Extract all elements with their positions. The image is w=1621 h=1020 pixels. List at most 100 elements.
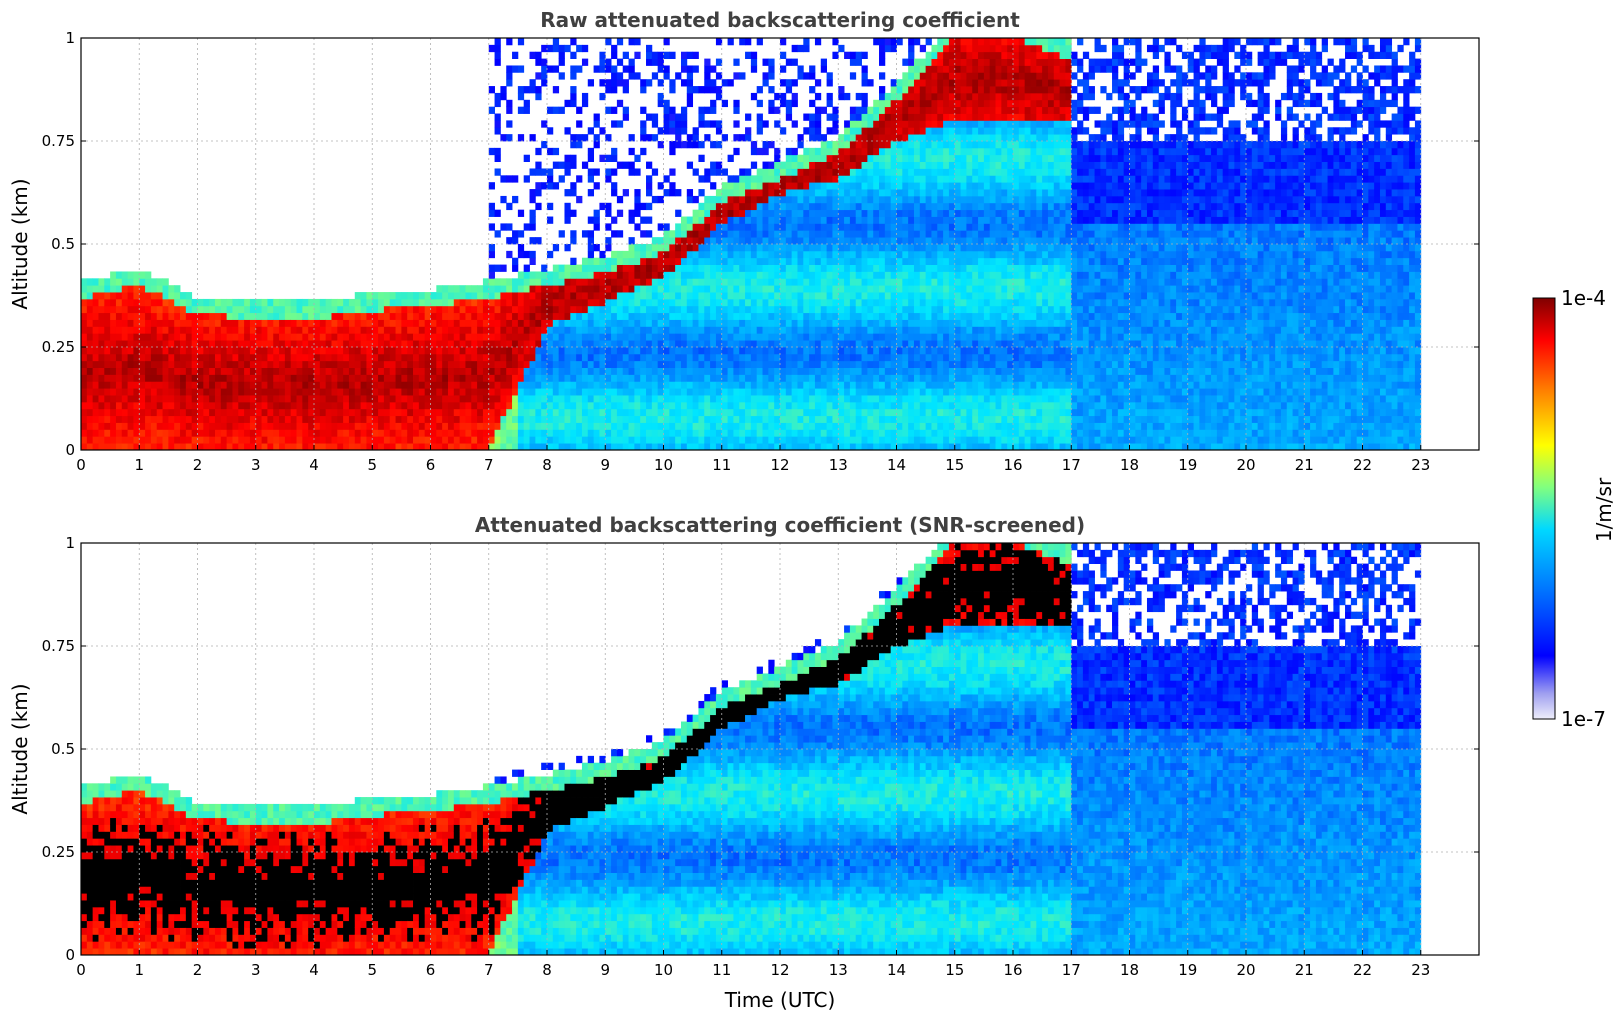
heatmap-cell xyxy=(453,395,461,403)
heatmap-cell xyxy=(727,381,734,389)
heatmap-cell xyxy=(867,182,874,190)
heatmap-cell xyxy=(593,298,600,307)
heatmap-cell xyxy=(232,374,239,382)
heatmap-cell xyxy=(581,333,589,341)
heatmap-cell xyxy=(185,436,193,444)
heatmap-cell xyxy=(535,388,542,396)
heatmap-cell xyxy=(314,422,321,430)
heatmap-cell xyxy=(372,367,379,375)
heatmap-cell xyxy=(517,38,525,46)
heatmap-cell xyxy=(366,395,373,403)
heatmap-cell xyxy=(453,353,461,362)
heatmap-cell xyxy=(657,127,664,135)
heatmap-cell xyxy=(564,168,571,176)
heatmap-cell xyxy=(453,429,461,437)
heatmap-cell xyxy=(884,443,892,450)
heatmap-cell xyxy=(756,422,763,430)
heatmap-cell xyxy=(791,120,798,128)
heatmap-cell xyxy=(698,106,705,114)
heatmap-cell xyxy=(517,106,525,114)
heatmap-cell xyxy=(646,367,653,375)
heatmap-cell xyxy=(727,38,734,46)
heatmap-cell xyxy=(640,319,647,327)
heatmap-cell xyxy=(861,340,868,348)
heatmap-cell xyxy=(867,237,874,245)
heatmap-cell xyxy=(156,388,163,396)
heatmap-cell xyxy=(651,395,659,403)
heatmap-cell xyxy=(756,189,763,197)
heatmap-cell xyxy=(587,250,595,259)
heatmap-cell xyxy=(360,415,367,423)
heatmap-cell xyxy=(529,436,536,444)
heatmap-cell xyxy=(791,415,798,423)
heatmap-cell xyxy=(628,312,635,320)
heatmap-cell xyxy=(832,175,839,183)
heatmap-cell xyxy=(401,353,408,362)
heatmap-cell xyxy=(535,353,542,362)
heatmap-cell xyxy=(913,312,921,320)
heatmap-cell xyxy=(715,72,723,80)
heatmap-cell xyxy=(704,106,711,114)
heatmap-cell xyxy=(768,202,775,211)
heatmap-cell xyxy=(704,415,711,423)
heatmap-cell xyxy=(855,237,862,245)
heatmap-cell xyxy=(133,374,140,382)
heatmap-cell xyxy=(879,182,886,190)
heatmap-cell xyxy=(477,429,484,437)
heatmap-cell xyxy=(832,113,839,121)
heatmap-cell xyxy=(98,353,105,362)
heatmap-cell xyxy=(908,38,915,46)
heatmap-cell xyxy=(145,285,152,293)
heatmap-cell xyxy=(809,408,816,417)
heatmap-cell xyxy=(360,298,367,307)
heatmap-cell xyxy=(214,422,222,430)
heatmap-cell xyxy=(616,72,624,80)
heatmap-cell xyxy=(162,422,169,430)
heatmap-cell xyxy=(442,312,449,320)
heatmap-cell xyxy=(133,388,140,396)
heatmap-cell xyxy=(314,429,321,437)
heatmap-cell xyxy=(913,250,921,259)
heatmap-cell xyxy=(855,360,862,368)
heatmap-cell xyxy=(849,443,857,450)
heatmap-cell xyxy=(512,353,519,362)
heatmap-cell xyxy=(908,202,915,211)
heatmap-cell xyxy=(471,319,478,327)
heatmap-cell xyxy=(680,347,688,355)
heatmap-cell xyxy=(867,264,874,272)
heatmap-cell xyxy=(791,408,798,417)
heatmap-cell xyxy=(913,257,921,265)
heatmap-cell xyxy=(523,353,530,362)
heatmap-cell xyxy=(482,429,490,437)
heatmap-cell xyxy=(873,106,880,114)
heatmap-cell xyxy=(290,347,297,355)
heatmap-cell xyxy=(768,244,775,252)
heatmap-cell xyxy=(838,257,845,265)
heatmap-cell xyxy=(447,353,455,362)
heatmap-cell xyxy=(861,388,868,396)
heatmap-cell xyxy=(797,436,804,444)
heatmap-cell xyxy=(576,415,583,423)
heatmap-cell xyxy=(226,374,233,382)
heatmap-cell xyxy=(337,319,344,327)
heatmap-cell xyxy=(581,388,589,396)
heatmap-cell xyxy=(104,401,111,410)
heatmap-cell xyxy=(535,340,542,348)
heatmap-cell xyxy=(733,120,740,128)
heatmap-cell xyxy=(401,347,408,355)
heatmap-cell xyxy=(879,319,886,327)
heatmap-cell xyxy=(820,147,827,156)
heatmap-cell xyxy=(605,401,612,410)
heatmap-cell xyxy=(803,395,810,403)
heatmap-cell xyxy=(657,374,664,382)
heatmap-cell xyxy=(616,161,624,169)
heatmap-cell xyxy=(325,340,332,348)
heatmap-cell xyxy=(226,347,233,355)
heatmap-cell xyxy=(255,340,262,348)
heatmap-cell xyxy=(768,429,775,437)
heatmap-cell xyxy=(442,347,449,355)
heatmap-cell xyxy=(284,374,292,382)
heatmap-cell xyxy=(424,360,431,368)
heatmap-cell xyxy=(727,271,734,279)
heatmap-cell xyxy=(535,161,542,169)
